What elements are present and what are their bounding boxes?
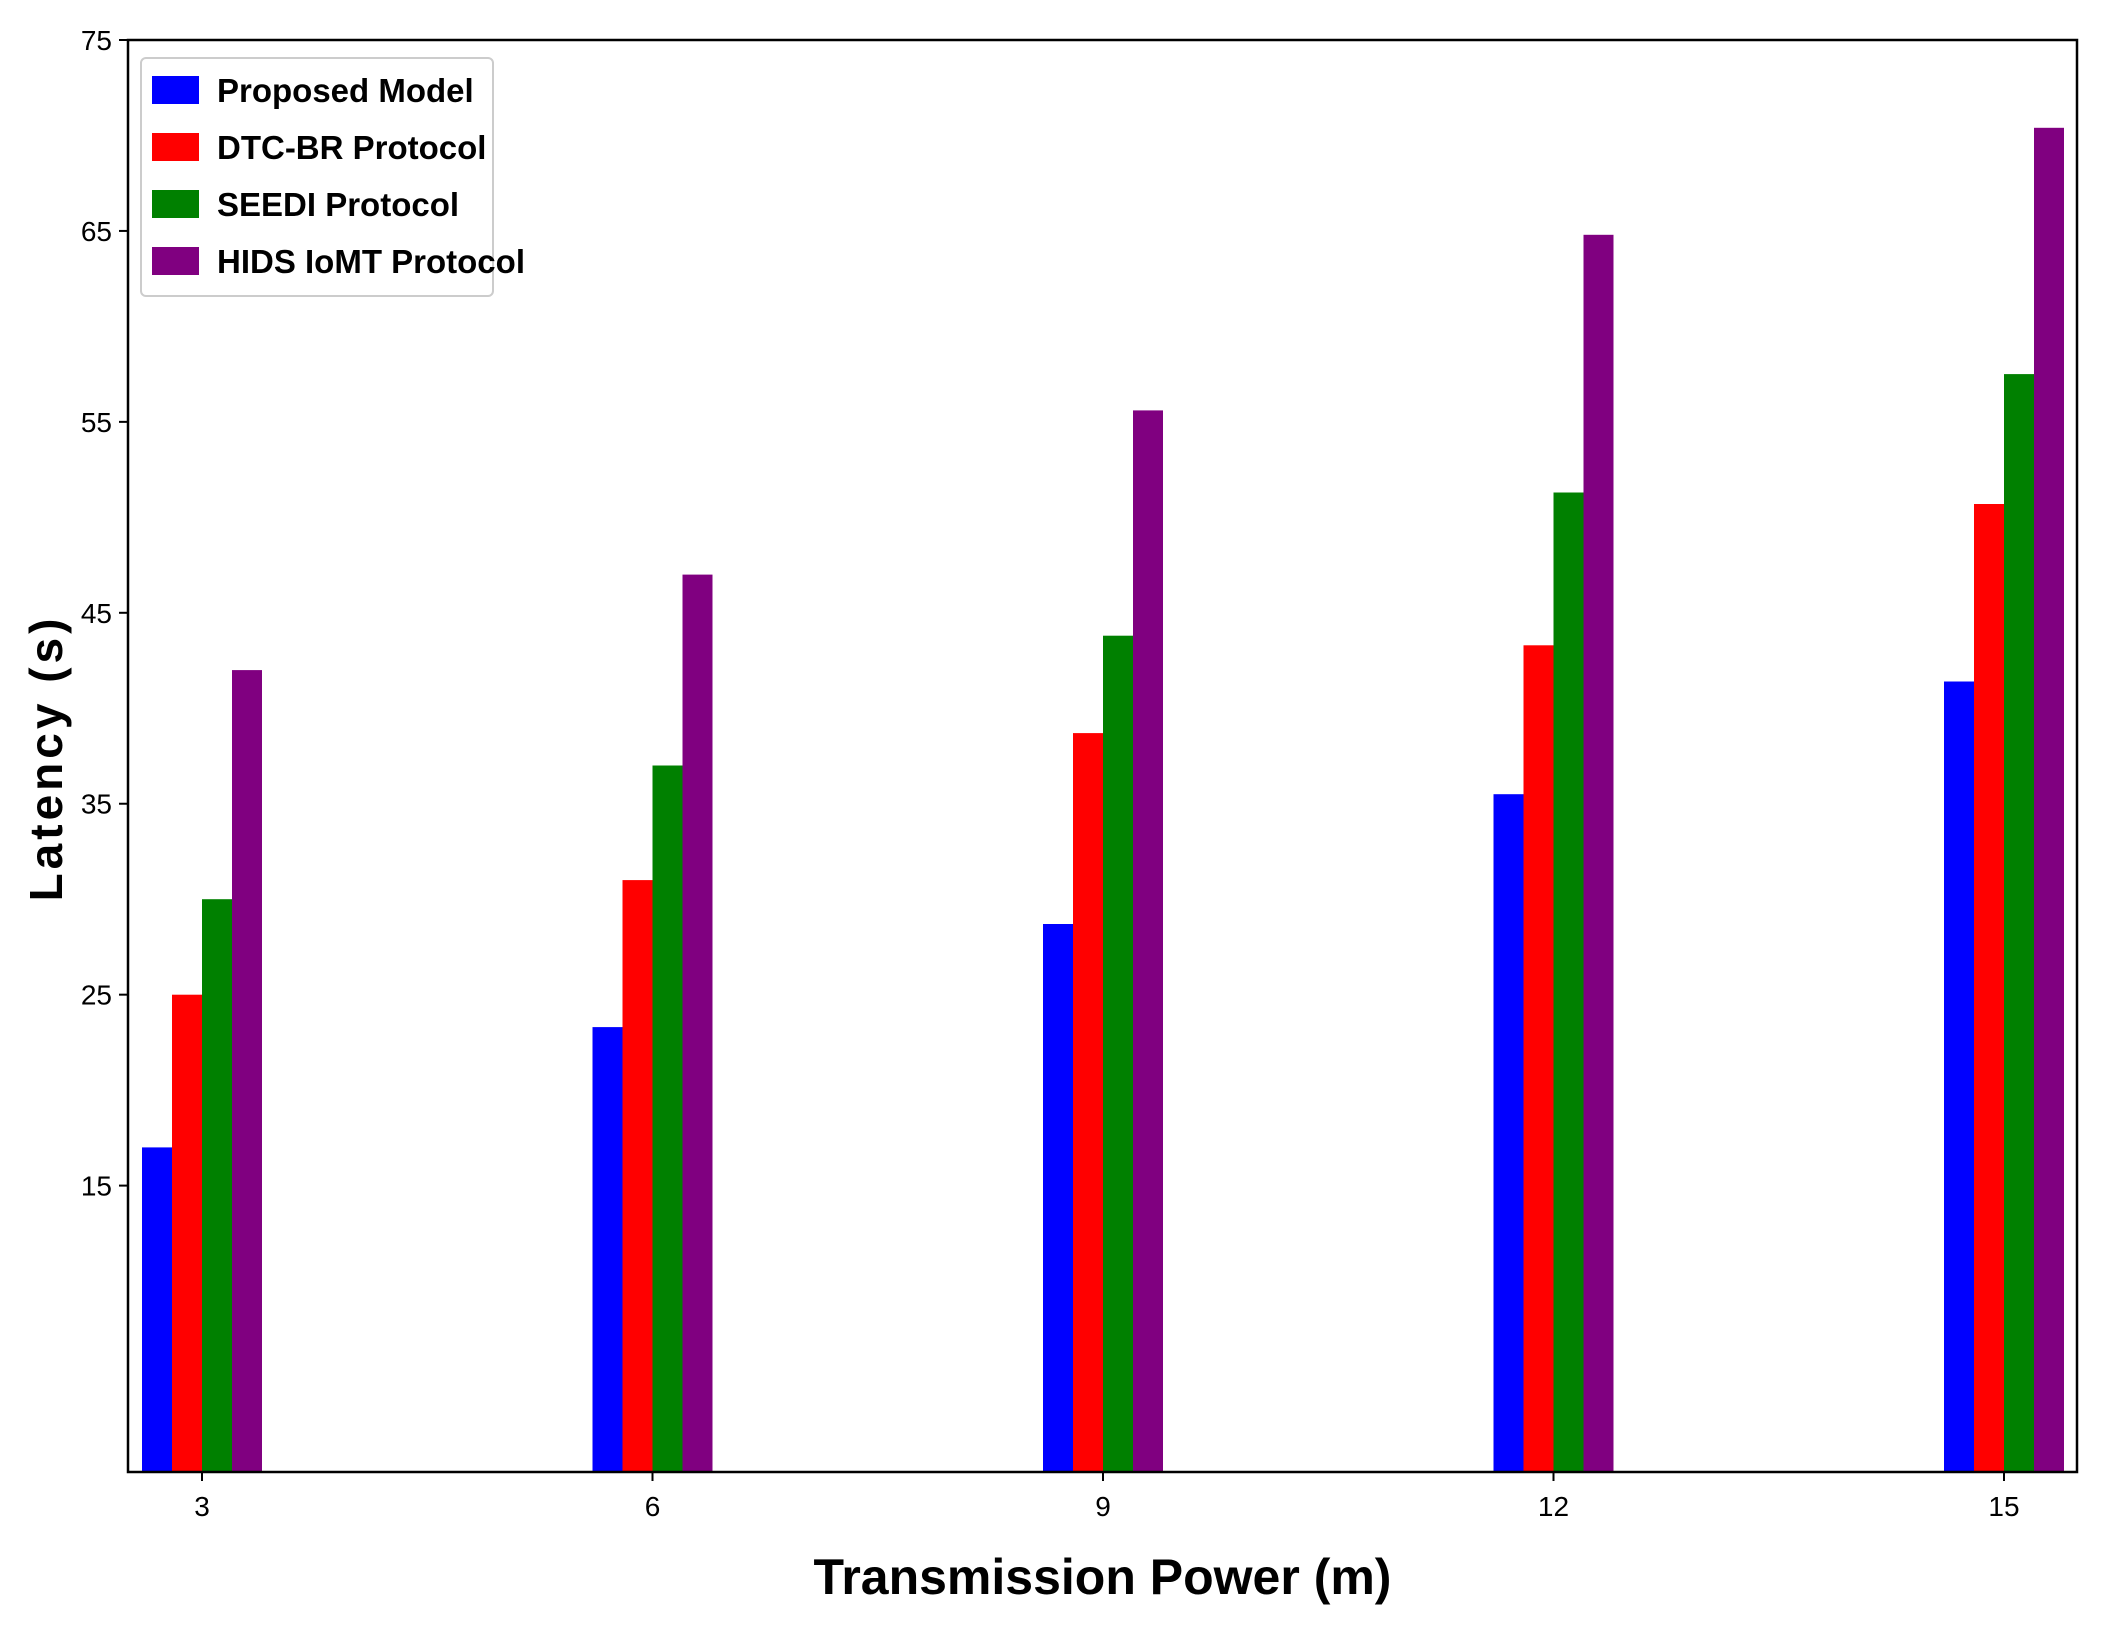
bar-seedi-protocol-12	[1553, 492, 1584, 1472]
x-tick-label: 12	[1538, 1491, 1569, 1522]
x-tick-label: 6	[645, 1491, 661, 1522]
bar-dtc-br-protocol-3	[172, 994, 202, 1472]
bar-dtc-br-protocol-6	[622, 880, 653, 1472]
y-tick-label: 55	[81, 407, 112, 438]
bar-proposed-model-3	[142, 1147, 172, 1472]
x-axis-ticks: 3 6 9 12 15	[194, 1472, 2020, 1522]
x-tick-label: 3	[194, 1491, 210, 1522]
bar-proposed-model-6	[592, 1027, 623, 1472]
y-axis-ticks: 15 25 35 45 55 65 75	[81, 25, 128, 1202]
bars-group	[142, 127, 2064, 1473]
bar-proposed-model-15	[1944, 681, 1974, 1472]
x-axis-title: Transmission Power (m)	[814, 1549, 1392, 1605]
legend-label: HIDS IoMT Protocol	[217, 243, 525, 280]
bar-hids-iomt-protocol-9	[1133, 410, 1163, 1472]
legend-label: DTC-BR Protocol	[217, 129, 486, 166]
y-axis-title: Latency (s)	[20, 615, 72, 902]
bar-seedi-protocol-6	[652, 765, 683, 1472]
legend: Proposed Model DTC-BR Protocol SEEDI Proto…	[140, 57, 525, 297]
legend-swatch	[152, 247, 199, 275]
y-tick-label: 25	[81, 980, 112, 1011]
x-tick-label: 15	[1988, 1491, 2019, 1522]
legend-swatch	[152, 76, 199, 104]
bar-proposed-model-12	[1493, 794, 1524, 1472]
bar-seedi-protocol-9	[1103, 635, 1133, 1472]
y-tick-label: 45	[81, 598, 112, 629]
bar-dtc-br-protocol-9	[1073, 733, 1103, 1472]
legend-box	[140, 57, 494, 297]
y-tick-label: 75	[81, 25, 112, 56]
legend-swatch	[152, 133, 199, 161]
bar-hids-iomt-protocol-3	[232, 670, 262, 1472]
y-tick-label: 65	[81, 216, 112, 247]
y-tick-label: 35	[81, 789, 112, 820]
bar-hids-iomt-protocol-12	[1583, 234, 1614, 1472]
bar-dtc-br-protocol-15	[1974, 504, 2004, 1472]
legend-label: SEEDI Protocol	[217, 186, 459, 223]
bar-hids-iomt-protocol-6	[682, 574, 713, 1472]
bar-hids-iomt-protocol-15	[2034, 127, 2064, 1472]
bar-seedi-protocol-15	[2004, 374, 2034, 1473]
bar-dtc-br-protocol-12	[1523, 645, 1554, 1472]
y-tick-label: 15	[81, 1171, 112, 1202]
bar-seedi-protocol-3	[202, 899, 232, 1472]
bar-proposed-model-9	[1043, 924, 1073, 1472]
legend-label: Proposed Model	[217, 72, 474, 109]
x-tick-label: 9	[1095, 1491, 1111, 1522]
legend-swatch	[152, 190, 199, 218]
